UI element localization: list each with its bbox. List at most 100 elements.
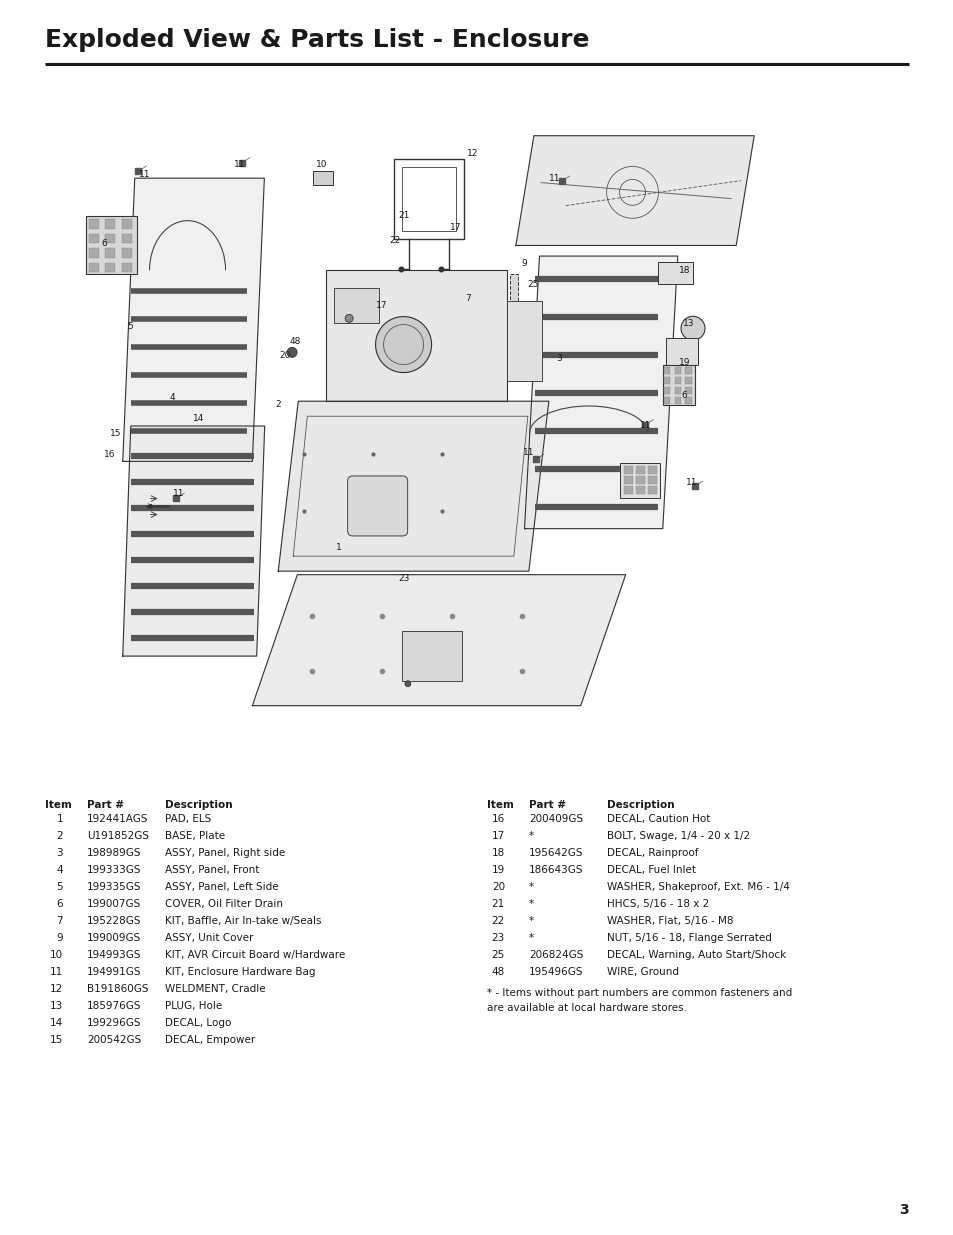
Text: 7: 7 [465, 294, 471, 303]
Bar [105, 233, 115, 243]
Text: Description: Description [606, 800, 674, 810]
Text: 20: 20 [279, 351, 291, 359]
Bar [122, 233, 132, 243]
Text: 206824GS: 206824GS [529, 950, 583, 960]
Text: 195228GS: 195228GS [87, 916, 141, 926]
Bar [635, 477, 644, 484]
Bar [674, 398, 680, 404]
Text: WELDMENT, Cradle: WELDMENT, Cradle [165, 984, 265, 994]
Bar [105, 219, 115, 228]
Text: KIT, AVR Circuit Board w/Hardware: KIT, AVR Circuit Board w/Hardware [165, 950, 345, 960]
Text: KIT, Baffle, Air In-take w/Seals: KIT, Baffle, Air In-take w/Seals [165, 916, 321, 926]
Text: 15: 15 [50, 1035, 63, 1045]
Text: Part #: Part # [87, 800, 124, 810]
Bar [402, 168, 456, 231]
Bar [635, 487, 644, 494]
Text: * - Items without part numbers are common fasteners and: * - Items without part numbers are commo… [486, 988, 791, 998]
Polygon shape [123, 178, 264, 462]
Text: 20: 20 [492, 882, 504, 892]
Bar [89, 248, 98, 258]
Text: 11: 11 [548, 174, 560, 183]
Text: 199009GS: 199009GS [87, 932, 141, 944]
Text: WASHER, Flat, 5/16 - M8: WASHER, Flat, 5/16 - M8 [606, 916, 733, 926]
Circle shape [680, 316, 704, 341]
Text: DECAL, Fuel Inlet: DECAL, Fuel Inlet [606, 864, 696, 876]
Text: NUT, 5/16 - 18, Flange Serrated: NUT, 5/16 - 18, Flange Serrated [606, 932, 771, 944]
Text: 19: 19 [491, 864, 504, 876]
Text: 192441AGS: 192441AGS [87, 814, 149, 824]
Text: Item: Item [486, 800, 514, 810]
Text: DECAL, Caution Hot: DECAL, Caution Hot [606, 814, 710, 824]
Text: 1: 1 [335, 543, 341, 552]
Text: WASHER, Shakeproof, Ext. M6 - 1/4: WASHER, Shakeproof, Ext. M6 - 1/4 [606, 882, 789, 892]
Text: 13: 13 [50, 1002, 63, 1011]
Text: 195642GS: 195642GS [529, 848, 583, 858]
Text: 2: 2 [275, 400, 281, 409]
Text: *: * [529, 916, 534, 926]
Polygon shape [278, 401, 548, 571]
Text: 7: 7 [56, 916, 63, 926]
Bar [623, 477, 632, 484]
Polygon shape [524, 256, 677, 529]
Bar [89, 233, 98, 243]
Text: COVER, Oil Filter Drain: COVER, Oil Filter Drain [165, 899, 283, 909]
Text: 19: 19 [678, 358, 689, 367]
Bar [684, 367, 691, 374]
Bar [105, 263, 115, 273]
Text: 18: 18 [678, 266, 689, 274]
Bar [122, 248, 132, 258]
Bar [647, 467, 656, 474]
Text: *: * [529, 831, 534, 841]
Text: Exploded View & Parts List - Enclosure: Exploded View & Parts List - Enclosure [45, 28, 589, 52]
Text: DECAL, Warning, Auto Start/Shock: DECAL, Warning, Auto Start/Shock [606, 950, 785, 960]
Text: BOLT, Swage, 1/4 - 20 x 1/2: BOLT, Swage, 1/4 - 20 x 1/2 [606, 831, 749, 841]
Text: 48: 48 [290, 337, 301, 346]
Bar [509, 274, 517, 333]
Bar [663, 398, 670, 404]
Bar [402, 631, 462, 680]
Text: *: * [529, 882, 534, 892]
Text: 199296GS: 199296GS [87, 1018, 141, 1028]
Polygon shape [375, 316, 431, 373]
Bar [89, 219, 98, 228]
Text: 16: 16 [104, 450, 115, 459]
Text: B191860GS: B191860GS [87, 984, 149, 994]
Text: 16: 16 [491, 814, 504, 824]
Text: 4: 4 [56, 864, 63, 876]
Text: 11: 11 [639, 421, 651, 431]
Bar [618, 463, 659, 498]
Text: 194991GS: 194991GS [87, 967, 141, 977]
Text: KIT, Enclosure Hardware Bag: KIT, Enclosure Hardware Bag [165, 967, 315, 977]
Text: 13: 13 [682, 319, 694, 327]
Bar [507, 301, 541, 382]
Text: 21: 21 [397, 210, 409, 220]
Bar [395, 159, 464, 240]
Text: 14: 14 [50, 1018, 63, 1028]
Text: 12: 12 [50, 984, 63, 994]
Text: DECAL, Empower: DECAL, Empower [165, 1035, 255, 1045]
Text: BASE, Plate: BASE, Plate [165, 831, 225, 841]
Text: DECAL, Rainproof: DECAL, Rainproof [606, 848, 698, 858]
Text: 3: 3 [556, 354, 561, 363]
Text: U191852GS: U191852GS [87, 831, 149, 841]
Circle shape [404, 680, 411, 687]
Circle shape [345, 315, 353, 322]
Text: 11: 11 [50, 967, 63, 977]
Text: ASSY, Panel, Front: ASSY, Panel, Front [165, 864, 259, 876]
Bar [684, 377, 691, 384]
Bar [674, 377, 680, 384]
Bar [105, 248, 115, 258]
Text: are available at local hardware stores.: are available at local hardware stores. [486, 1003, 686, 1013]
Text: 1: 1 [56, 814, 63, 824]
Bar [313, 172, 333, 185]
Circle shape [287, 347, 296, 357]
Text: DECAL, Logo: DECAL, Logo [165, 1018, 232, 1028]
Text: 48: 48 [491, 967, 504, 977]
Bar [326, 270, 507, 401]
Bar [658, 262, 693, 284]
Text: 18: 18 [491, 848, 504, 858]
Text: 11: 11 [173, 489, 185, 498]
Text: 12: 12 [467, 149, 477, 158]
FancyBboxPatch shape [347, 475, 407, 536]
Polygon shape [123, 426, 264, 656]
